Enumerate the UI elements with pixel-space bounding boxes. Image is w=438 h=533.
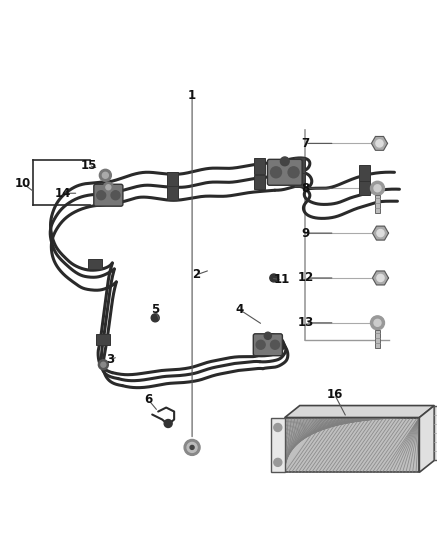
Circle shape bbox=[103, 182, 113, 192]
Circle shape bbox=[99, 169, 111, 181]
Text: 6: 6 bbox=[144, 393, 152, 406]
Bar bbox=[96, 334, 110, 345]
Circle shape bbox=[105, 183, 112, 190]
Circle shape bbox=[190, 446, 194, 449]
Text: 4: 4 bbox=[236, 303, 244, 317]
Polygon shape bbox=[372, 226, 389, 240]
Circle shape bbox=[377, 230, 384, 237]
Polygon shape bbox=[372, 271, 389, 285]
Circle shape bbox=[271, 167, 282, 178]
Circle shape bbox=[270, 274, 278, 282]
Circle shape bbox=[151, 314, 159, 322]
Bar bbox=[271, 417, 285, 472]
Circle shape bbox=[374, 185, 381, 192]
Circle shape bbox=[256, 340, 265, 349]
Bar bbox=[294, 173, 305, 187]
Circle shape bbox=[374, 319, 381, 326]
Bar bbox=[254, 175, 265, 189]
Circle shape bbox=[101, 362, 106, 367]
Bar bbox=[359, 181, 370, 195]
Circle shape bbox=[264, 332, 272, 340]
FancyBboxPatch shape bbox=[253, 334, 283, 356]
Polygon shape bbox=[371, 136, 388, 150]
Polygon shape bbox=[285, 417, 419, 472]
Circle shape bbox=[377, 274, 384, 281]
FancyBboxPatch shape bbox=[268, 159, 302, 185]
Circle shape bbox=[371, 316, 385, 330]
Bar bbox=[254, 158, 265, 174]
Polygon shape bbox=[419, 406, 434, 472]
Circle shape bbox=[371, 181, 385, 195]
Circle shape bbox=[164, 419, 172, 427]
Text: 14: 14 bbox=[54, 187, 71, 200]
Circle shape bbox=[280, 157, 289, 166]
Circle shape bbox=[106, 185, 111, 190]
Bar bbox=[359, 165, 370, 181]
Bar bbox=[294, 157, 305, 173]
Bar bbox=[374, 195, 381, 213]
Text: 5: 5 bbox=[151, 303, 159, 317]
Circle shape bbox=[274, 458, 282, 466]
Polygon shape bbox=[285, 406, 434, 417]
Circle shape bbox=[376, 140, 383, 147]
Bar bbox=[374, 330, 381, 348]
Text: 15: 15 bbox=[80, 159, 97, 172]
Text: 16: 16 bbox=[326, 388, 343, 401]
Text: 12: 12 bbox=[297, 271, 314, 285]
Text: 13: 13 bbox=[297, 316, 314, 329]
Circle shape bbox=[184, 439, 200, 455]
Text: 1: 1 bbox=[188, 89, 196, 102]
Circle shape bbox=[97, 191, 106, 200]
Circle shape bbox=[111, 191, 120, 200]
Circle shape bbox=[274, 424, 282, 432]
Text: 9: 9 bbox=[302, 227, 310, 240]
Text: 3: 3 bbox=[106, 353, 114, 366]
Circle shape bbox=[271, 340, 279, 349]
Text: 7: 7 bbox=[302, 137, 310, 150]
Circle shape bbox=[99, 360, 108, 370]
Bar bbox=[167, 186, 178, 200]
Circle shape bbox=[187, 442, 197, 453]
Bar bbox=[167, 172, 178, 188]
Text: 2: 2 bbox=[192, 269, 200, 281]
Text: 11: 11 bbox=[274, 273, 290, 286]
Circle shape bbox=[102, 172, 108, 178]
Bar bbox=[434, 406, 438, 461]
Text: 8: 8 bbox=[302, 182, 310, 195]
FancyBboxPatch shape bbox=[94, 184, 123, 206]
Circle shape bbox=[288, 167, 299, 178]
Bar bbox=[88, 259, 102, 270]
Text: 10: 10 bbox=[14, 177, 31, 190]
